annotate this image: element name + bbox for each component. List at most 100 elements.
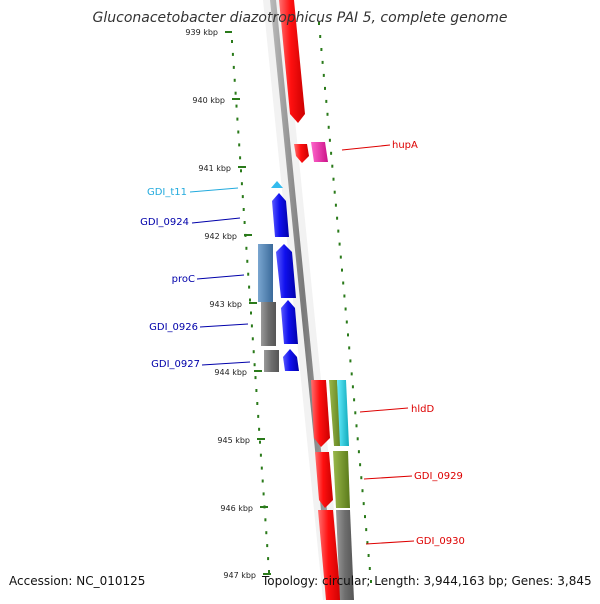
scale-dot bbox=[262, 492, 265, 496]
tick-label: 944 kbp bbox=[214, 368, 247, 377]
scale-dot bbox=[243, 221, 246, 224]
tick-label: 947 kbp bbox=[223, 571, 256, 580]
scale-dot bbox=[318, 22, 320, 25]
scale-dot bbox=[240, 182, 243, 186]
scale-dot bbox=[267, 557, 270, 561]
scale-ring-right bbox=[318, 22, 372, 583]
scale-dot bbox=[356, 437, 359, 441]
gene-label-gdi-0926[interactable]: GDI_0926 bbox=[149, 322, 198, 333]
gene-arrow-forward bbox=[279, 0, 305, 123]
scale-dot bbox=[370, 580, 372, 583]
accession-text: Accession: NC_010125 bbox=[9, 574, 146, 588]
scale-dot bbox=[336, 216, 339, 220]
gene-label-gdi-0929[interactable]: GDI_0929 bbox=[414, 471, 463, 482]
scale-dot bbox=[334, 203, 337, 207]
scale-dot bbox=[268, 570, 270, 573]
label-leader bbox=[363, 475, 413, 480]
scale-dot bbox=[341, 268, 343, 272]
gene-arrow-reverse bbox=[283, 349, 299, 371]
scale-dot bbox=[260, 466, 263, 470]
scale-dot bbox=[235, 104, 238, 108]
label-leader bbox=[199, 323, 249, 328]
scale-dot bbox=[238, 143, 241, 147]
scale-dot bbox=[342, 281, 345, 285]
scale-dot bbox=[256, 402, 259, 405]
gene-label-hldd[interactable]: hldD bbox=[411, 404, 434, 415]
scale-dot bbox=[360, 476, 363, 480]
scale-dot bbox=[331, 164, 334, 168]
gene-label-gdi-0927[interactable]: GDI_0927 bbox=[151, 359, 200, 370]
scale-dot bbox=[237, 130, 240, 134]
scale-dot bbox=[250, 311, 252, 315]
scale-dot bbox=[241, 195, 244, 199]
label-leader bbox=[365, 540, 415, 545]
gene-label-proc[interactable]: proC bbox=[172, 274, 195, 285]
scale-dot bbox=[265, 531, 268, 535]
label-leader bbox=[341, 144, 391, 151]
scale-dot bbox=[351, 385, 354, 389]
cog-band-gray bbox=[261, 302, 276, 346]
scale-dot bbox=[234, 91, 237, 95]
scale-dot bbox=[266, 544, 269, 548]
gene-label-gdi-0924[interactable]: GDI_0924 bbox=[140, 217, 189, 228]
tick-label: 941 kbp bbox=[198, 164, 231, 173]
gene-arrow-reverse bbox=[272, 193, 289, 237]
gene-arrow-forward bbox=[311, 380, 330, 447]
gene-label-gdi-t11[interactable]: GDI_t11 bbox=[147, 187, 187, 198]
scale-dot bbox=[240, 169, 242, 173]
scale-dot bbox=[326, 112, 329, 116]
cog-band-gray bbox=[336, 510, 354, 600]
gene-arrow-reverse bbox=[276, 244, 296, 298]
scale-dot bbox=[322, 73, 325, 77]
scale-dot bbox=[328, 138, 331, 142]
genome-backbone bbox=[270, 0, 336, 600]
gene-arrow-trna bbox=[271, 181, 283, 188]
scale-dot bbox=[368, 567, 371, 570]
scale-dot bbox=[361, 489, 364, 493]
label-leader bbox=[196, 274, 245, 280]
tick-label: 946 kbp bbox=[220, 504, 253, 513]
scale-dot bbox=[231, 40, 233, 43]
cog-band-cyan bbox=[337, 380, 349, 446]
cog-band-olive bbox=[329, 380, 342, 446]
label-leader bbox=[359, 407, 409, 413]
scale-dot bbox=[349, 359, 352, 363]
scale-dot bbox=[232, 65, 235, 69]
tick-label: 943 kbp bbox=[209, 300, 242, 309]
tick-label: 940 kbp bbox=[192, 96, 225, 105]
genome-stats-text: Topology: circular; Length: 3,944,163 bp… bbox=[262, 574, 592, 588]
label-leader bbox=[201, 361, 251, 366]
scale-dot bbox=[354, 411, 357, 415]
scale-dot bbox=[254, 376, 257, 380]
scale-dot bbox=[245, 246, 248, 250]
scale-dot bbox=[362, 502, 365, 506]
scale-dot bbox=[345, 320, 348, 324]
map-title: Gluconacetobacter diazotrophicus PAI 5, … bbox=[92, 10, 508, 26]
scale-dot bbox=[258, 427, 261, 431]
scale-dot bbox=[339, 255, 342, 259]
scale-dot bbox=[338, 242, 341, 246]
scale-dot bbox=[357, 450, 360, 454]
gene-label-gdi-0930[interactable]: GDI_0930 bbox=[416, 536, 465, 547]
scale-dot bbox=[250, 324, 253, 328]
scale-dot bbox=[236, 117, 239, 121]
scale-dot bbox=[325, 99, 328, 103]
scale-ring-left bbox=[231, 40, 270, 573]
scale-dot bbox=[343, 294, 346, 298]
scale-dot bbox=[249, 298, 251, 302]
scale-dot bbox=[365, 528, 368, 532]
scale-dot bbox=[261, 479, 264, 483]
gene-label-hupa[interactable]: hupA bbox=[392, 140, 418, 151]
scale-dot bbox=[359, 463, 362, 467]
scale-dot bbox=[330, 151, 333, 155]
scale-dot bbox=[252, 350, 255, 354]
scale-dot bbox=[367, 554, 370, 557]
scale-dot bbox=[242, 208, 245, 211]
scale-ticks: 939 kbp 940 kbp 941 kbp 942 kbp 943 kbp … bbox=[185, 28, 271, 580]
scale-dot bbox=[350, 372, 353, 376]
scale-dot bbox=[364, 515, 366, 519]
scale-dot bbox=[231, 52, 234, 56]
scale-dot bbox=[257, 414, 260, 418]
